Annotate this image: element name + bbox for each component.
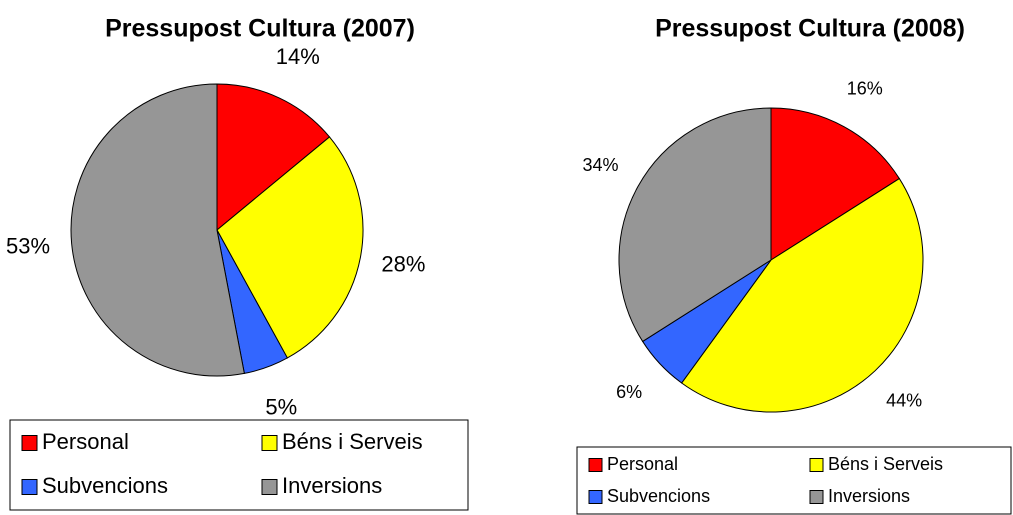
pie-slice [216,136,364,359]
legend-label: Inversions [282,473,382,498]
legend-label: Subvencions [607,486,710,506]
legend-swatch [21,479,38,495]
pie-slice [770,107,901,261]
data-label: 44% [886,391,922,411]
data-label: 6% [616,382,642,402]
data-label: 16% [847,78,883,98]
legend-box [9,419,469,511]
legend-label: Subvencions [42,473,168,498]
data-label: 14% [276,44,320,69]
legend-swatch [588,490,603,504]
legend-swatch [21,435,38,451]
data-label: 28% [381,251,425,276]
legend-label: Personal [42,429,129,454]
legend-swatch [809,458,824,472]
legend-label: Béns i Serveis [282,429,423,454]
chart-title: Pressupost Cultura (2007) [105,15,415,43]
pie-slice [680,177,924,413]
legend-swatch [588,458,603,472]
legend-swatch [809,490,824,504]
pie-slice [70,83,245,377]
data-label: 53% [6,234,50,259]
legend-swatch [261,479,278,495]
data-label: 34% [582,155,618,175]
legend-label: Béns i Serveis [828,454,943,474]
legend-label: Personal [607,454,678,474]
legend-label: Inversions [828,486,910,506]
data-label: 5% [265,394,297,419]
legend-box [576,446,1012,515]
pie-slice [216,83,331,232]
pie-slice [618,107,772,343]
chart-title: Pressupost Cultura (2008) [655,15,965,43]
legend-swatch [261,435,278,451]
